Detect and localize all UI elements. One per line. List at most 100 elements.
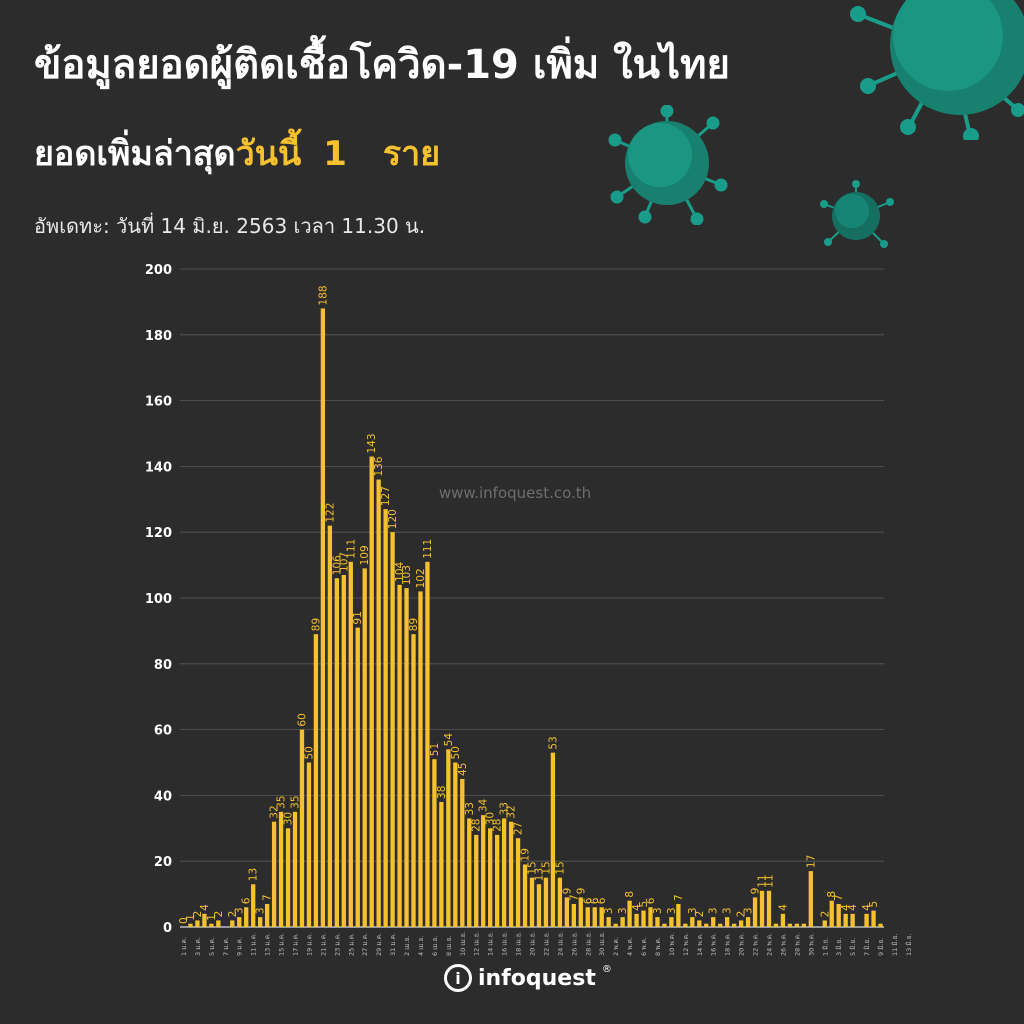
y-tick-label: 200 xyxy=(145,263,172,278)
bar xyxy=(773,923,779,927)
bar xyxy=(766,890,772,927)
bar xyxy=(634,913,639,927)
bar xyxy=(251,884,256,927)
bar xyxy=(390,532,395,927)
data-label: 3 xyxy=(603,907,615,914)
bar xyxy=(292,811,298,927)
data-label: 4 xyxy=(840,904,852,911)
x-tick-label: 13 ม.ค. xyxy=(264,933,272,956)
x-tick-label: 23 ม.ค. xyxy=(333,933,341,956)
bar xyxy=(662,923,667,927)
bar xyxy=(508,821,514,927)
data-label: 7 xyxy=(568,894,580,901)
data-label: 32 xyxy=(269,805,281,818)
data-label: 3 xyxy=(234,907,246,914)
data-label: 107 xyxy=(338,552,350,572)
bar xyxy=(397,584,402,927)
data-label: 6 xyxy=(582,897,594,904)
x-tick-label: 18 พ.ค. xyxy=(724,933,732,956)
y-tick-label: 40 xyxy=(154,789,172,804)
bar xyxy=(655,917,660,927)
bar xyxy=(271,821,277,927)
bar xyxy=(418,591,423,927)
virus-illustration-large xyxy=(850,0,1024,140)
data-label: 50 xyxy=(450,746,462,759)
x-tick-label: 15 ม.ค. xyxy=(278,933,286,956)
data-label: 7 xyxy=(262,894,274,901)
x-tick-label: 24 พ.ค. xyxy=(765,933,773,956)
x-tick-label: 10 พ.ค. xyxy=(668,933,676,956)
data-label: 13 xyxy=(248,868,260,881)
x-tick-label: 3 มิ.ย. xyxy=(835,938,843,956)
bar xyxy=(376,479,381,927)
y-tick-label: 180 xyxy=(145,329,172,344)
x-tick-label: 2 เม.ย. xyxy=(403,935,411,956)
data-label: 2 xyxy=(819,911,831,918)
bar xyxy=(822,920,827,927)
data-label: 9 xyxy=(575,888,587,895)
x-tick-label: 22 เม.ย. xyxy=(542,931,550,956)
bar xyxy=(780,913,786,927)
bar xyxy=(794,923,800,927)
bar xyxy=(230,920,235,927)
data-label: 54 xyxy=(443,733,455,747)
data-label: 11 xyxy=(763,874,775,887)
bar xyxy=(599,907,604,927)
bar xyxy=(725,917,730,927)
data-label: 35 xyxy=(276,795,288,808)
bar xyxy=(453,762,458,927)
data-label: 3 xyxy=(652,907,664,914)
bar xyxy=(606,917,611,927)
x-tick-label: 16 เม.ย. xyxy=(501,931,509,956)
data-label: 109 xyxy=(359,545,371,565)
data-label: 6 xyxy=(596,897,608,904)
data-label: 11 xyxy=(757,874,769,887)
bar xyxy=(543,877,549,927)
bar xyxy=(731,923,737,927)
grid-lines xyxy=(180,268,884,928)
x-tick-label: 19 ม.ค. xyxy=(305,933,313,956)
data-label: 188 xyxy=(317,285,329,305)
bar xyxy=(738,920,744,927)
latest-increase-line: ยอดเพิ่มล่าสุดวันนี้ 1 ราย xyxy=(34,126,440,180)
data-label: 3 xyxy=(743,907,755,914)
x-tick-label: 1 ม.ค. xyxy=(180,937,188,956)
x-tick-label: 14 พ.ค. xyxy=(696,933,704,956)
bar xyxy=(522,864,528,927)
data-label: 15 xyxy=(527,861,539,874)
data-label: 27 xyxy=(513,822,525,835)
bar xyxy=(425,561,430,927)
bar xyxy=(313,634,319,927)
x-tick-label: 20 พ.ค. xyxy=(738,933,746,956)
y-tick-label: 160 xyxy=(145,395,172,410)
x-tick-label: 26 พ.ค. xyxy=(779,933,787,956)
bar xyxy=(362,568,367,927)
data-label: 2 xyxy=(694,911,706,918)
data-label: 1 xyxy=(185,914,197,921)
data-label: 120 xyxy=(387,509,399,529)
data-label: 15 xyxy=(540,861,552,874)
bar xyxy=(829,900,834,927)
virus-illustration-medium xyxy=(608,105,728,225)
data-label: 127 xyxy=(380,486,392,506)
x-tick-label: 14 เม.ย. xyxy=(487,931,495,956)
bar xyxy=(864,913,869,927)
data-label: 30 xyxy=(283,812,295,825)
x-tick-label: 21 ม.ค. xyxy=(319,933,327,956)
bar xyxy=(585,907,590,927)
bar xyxy=(536,884,542,927)
bar xyxy=(641,910,646,927)
bar xyxy=(432,759,437,927)
logo-registered-mark: ® xyxy=(601,964,612,975)
data-label: 3 xyxy=(666,907,678,914)
bar xyxy=(369,456,374,927)
x-tick-label: 28 พ.ค. xyxy=(793,933,801,956)
data-label: 34 xyxy=(478,798,490,812)
bar xyxy=(439,801,444,927)
data-label: 6 xyxy=(645,897,657,904)
x-tick-label: 7 มิ.ย. xyxy=(863,938,871,956)
data-label: 6 xyxy=(241,897,253,904)
x-tick-label: 20 เม.ย. xyxy=(529,931,537,956)
data-label: 3 xyxy=(708,907,720,914)
